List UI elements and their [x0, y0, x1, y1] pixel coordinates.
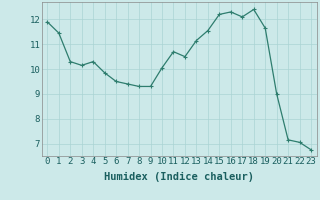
- X-axis label: Humidex (Indice chaleur): Humidex (Indice chaleur): [104, 172, 254, 182]
